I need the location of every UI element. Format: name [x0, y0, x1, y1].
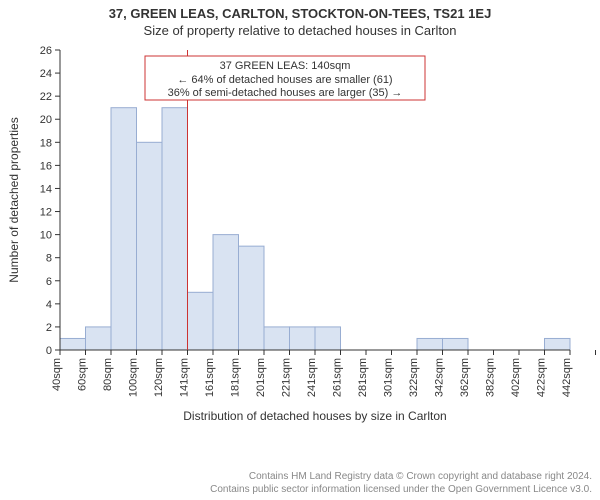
x-tick-label: 281sqm: [357, 358, 369, 397]
page-title-line1: 37, GREEN LEAS, CARLTON, STOCKTON-ON-TEE…: [0, 0, 600, 21]
x-tick-label: 40sqm: [51, 358, 63, 391]
histogram-bar: [315, 327, 341, 350]
x-tick-label: 141sqm: [179, 358, 191, 397]
histogram-bar: [290, 327, 316, 350]
histogram-bar: [86, 327, 112, 350]
x-tick-label: 322sqm: [408, 358, 420, 397]
page-title-line2: Size of property relative to detached ho…: [0, 21, 600, 40]
y-tick-label: 10: [40, 230, 52, 242]
y-tick-label: 16: [40, 160, 52, 172]
x-tick-label: 241sqm: [306, 358, 318, 397]
y-tick-label: 14: [40, 183, 52, 195]
y-tick-label: 18: [40, 137, 52, 149]
x-tick-label: 422sqm: [536, 358, 548, 397]
x-tick-label: 301sqm: [383, 358, 395, 397]
y-tick-label: 4: [46, 299, 52, 311]
y-tick-label: 22: [40, 91, 52, 103]
histogram-bar: [188, 292, 214, 350]
x-tick-label: 402sqm: [510, 358, 522, 397]
y-tick-label: 2: [46, 322, 52, 334]
annotation-line3: 36% of semi-detached houses are larger (…: [168, 87, 403, 99]
histogram-bar: [443, 338, 469, 350]
histogram-bar: [417, 338, 443, 350]
x-tick-label: 100sqm: [128, 358, 140, 397]
footer-line1: Contains HM Land Registry data © Crown c…: [210, 470, 592, 483]
y-tick-label: 20: [40, 114, 52, 126]
x-tick-label: 161sqm: [204, 358, 216, 397]
y-tick-label: 6: [46, 276, 52, 288]
x-tick-label: 442sqm: [561, 358, 573, 397]
histogram-bar: [545, 338, 571, 350]
x-tick-label: 181sqm: [230, 358, 242, 397]
x-tick-label: 201sqm: [255, 358, 267, 397]
histogram-bar: [111, 108, 137, 350]
y-tick-label: 26: [40, 45, 52, 57]
footer-line2: Contains public sector information licen…: [210, 483, 592, 496]
y-tick-label: 24: [40, 68, 52, 80]
x-tick-label: 60sqm: [77, 358, 89, 391]
x-tick-label: 261sqm: [332, 358, 344, 397]
annotation-line2: ← 64% of detached houses are smaller (61…: [177, 74, 392, 86]
histogram-bar: [162, 108, 188, 350]
x-tick-label: 80sqm: [102, 358, 114, 391]
x-tick-label: 120sqm: [153, 358, 165, 397]
y-tick-label: 12: [40, 207, 52, 219]
y-tick-label: 0: [46, 345, 52, 357]
histogram-chart: 0246810121416182022242640sqm60sqm80sqm10…: [0, 40, 600, 440]
x-tick-label: 362sqm: [459, 358, 471, 397]
x-tick-label: 342sqm: [434, 358, 446, 397]
x-tick-label: 221sqm: [281, 358, 293, 397]
histogram-bar: [239, 246, 265, 350]
x-axis-label: Distribution of detached houses by size …: [183, 409, 446, 423]
footer-attribution: Contains HM Land Registry data © Crown c…: [210, 470, 592, 496]
histogram-bar: [264, 327, 290, 350]
histogram-bar: [137, 142, 163, 350]
chart-container: 0246810121416182022242640sqm60sqm80sqm10…: [0, 40, 600, 440]
histogram-bar: [60, 338, 86, 350]
annotation-line1: 37 GREEN LEAS: 140sqm: [220, 60, 351, 72]
y-tick-label: 8: [46, 253, 52, 265]
x-tick-label: 382sqm: [485, 358, 497, 397]
histogram-bar: [213, 235, 239, 350]
y-axis-label: Number of detached properties: [7, 117, 21, 282]
